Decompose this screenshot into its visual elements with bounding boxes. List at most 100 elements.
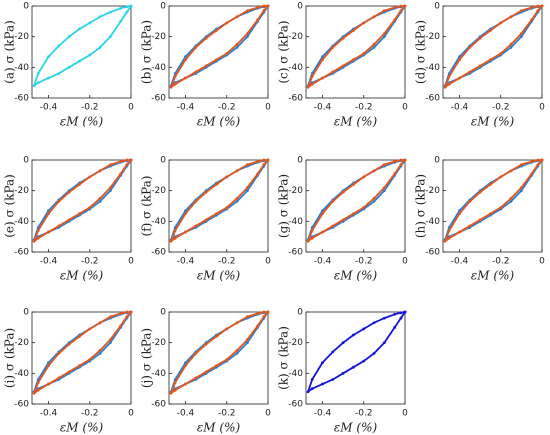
data-point bbox=[519, 9, 523, 13]
y-tick-label: -20 bbox=[151, 32, 166, 42]
data-point bbox=[119, 6, 123, 10]
data-point bbox=[235, 15, 239, 19]
data-point bbox=[173, 82, 177, 86]
data-point bbox=[108, 163, 112, 167]
data-point bbox=[194, 352, 198, 355]
x-axis-label: εM (%) bbox=[471, 115, 515, 129]
x-tick-label: 0 bbox=[402, 409, 408, 419]
data-point bbox=[173, 388, 177, 392]
y-axis-label: (h) σ (kPa) bbox=[414, 174, 428, 238]
data-point bbox=[306, 390, 310, 394]
data-point bbox=[262, 163, 266, 167]
data-point bbox=[321, 212, 324, 216]
data-point bbox=[458, 76, 461, 80]
data-point bbox=[530, 160, 534, 163]
x-tick-label: 0 bbox=[128, 409, 134, 419]
data-point bbox=[108, 10, 112, 14]
data-point bbox=[245, 9, 249, 13]
data-point bbox=[458, 212, 461, 216]
data-point bbox=[393, 160, 397, 163]
y-tick-label: 0 bbox=[297, 2, 303, 12]
x-tick-label: 0 bbox=[539, 103, 545, 113]
data-point bbox=[204, 190, 208, 194]
x-tick-label: -0.4 bbox=[177, 409, 195, 419]
x-tick-label: -0.2 bbox=[355, 409, 373, 419]
data-point bbox=[536, 9, 540, 13]
y-tick-label: -40 bbox=[425, 63, 440, 73]
x-tick-label: 0 bbox=[265, 103, 271, 113]
data-point bbox=[98, 15, 102, 19]
data-point bbox=[235, 169, 239, 173]
data-point bbox=[108, 186, 112, 190]
data-point bbox=[119, 324, 123, 328]
data-point bbox=[57, 72, 61, 75]
panel: -60 -40 -20 0 -0.4 -0.2 0 εM (%) (g) σ (kPa) bbox=[277, 156, 409, 283]
data-point bbox=[235, 348, 239, 352]
data-point bbox=[245, 315, 249, 318]
data-point bbox=[235, 42, 239, 46]
data-point bbox=[47, 230, 50, 234]
data-point bbox=[372, 169, 376, 173]
data-point bbox=[173, 236, 177, 240]
y-axis-label: (c) σ (kPa) bbox=[277, 20, 291, 83]
data-point bbox=[225, 358, 229, 361]
data-point bbox=[509, 46, 513, 49]
data-point bbox=[393, 325, 397, 329]
data-point bbox=[245, 163, 249, 167]
data-point bbox=[310, 387, 314, 391]
data-point bbox=[225, 175, 229, 179]
y-tick-label: -40 bbox=[14, 369, 29, 379]
data-point bbox=[215, 364, 218, 368]
panel: -60 -40 -20 0 -0.4 -0.2 0 εM (%) (d) σ (kPa) bbox=[414, 2, 546, 129]
x-axis-label: εM (%) bbox=[334, 115, 378, 129]
data-point bbox=[458, 230, 461, 234]
y-tick-label: -40 bbox=[288, 63, 303, 73]
data-point bbox=[321, 58, 324, 62]
data-point bbox=[489, 183, 492, 186]
data-point bbox=[536, 4, 540, 8]
data-point bbox=[194, 200, 198, 203]
data-point bbox=[362, 206, 366, 209]
data-point bbox=[32, 239, 36, 243]
data-point bbox=[341, 341, 345, 345]
data-point bbox=[468, 200, 472, 203]
data-point bbox=[399, 4, 403, 8]
plot-area bbox=[31, 311, 132, 405]
x-tick-label: -0.4 bbox=[451, 257, 469, 267]
data-point bbox=[341, 218, 345, 222]
data-point bbox=[331, 46, 335, 49]
data-point bbox=[125, 315, 129, 318]
y-tick-label: -40 bbox=[14, 217, 29, 227]
data-point bbox=[108, 189, 112, 193]
x-tick-label: -0.4 bbox=[314, 103, 332, 113]
data-point bbox=[36, 381, 40, 384]
data-point bbox=[125, 10, 129, 14]
data-point bbox=[204, 370, 208, 374]
data-point bbox=[36, 229, 40, 232]
y-tick-label: -60 bbox=[151, 248, 166, 258]
data-point bbox=[204, 64, 208, 68]
plot-area bbox=[305, 311, 406, 405]
x-tick-label: 0 bbox=[402, 257, 408, 267]
x-tick-label: -0.4 bbox=[177, 257, 195, 267]
panel: -60 -40 -20 0 -0.4 -0.2 0 εM (%) (f) σ (kPa) bbox=[140, 156, 272, 283]
data-point bbox=[443, 239, 447, 243]
data-point bbox=[184, 58, 187, 62]
panel: -60 -40 -20 0 -0.4 -0.2 0 εM (%) (c) σ (kPa) bbox=[277, 2, 409, 129]
data-point bbox=[194, 224, 198, 228]
data-point bbox=[57, 376, 61, 380]
data-point bbox=[536, 163, 540, 167]
x-axis-label: εM (%) bbox=[197, 115, 241, 129]
y-tick-label: -20 bbox=[151, 186, 166, 196]
data-point bbox=[235, 352, 239, 355]
data-point bbox=[306, 85, 310, 89]
data-point bbox=[362, 327, 366, 331]
data-point bbox=[225, 327, 229, 331]
data-point bbox=[266, 310, 270, 314]
data-point bbox=[393, 18, 397, 22]
data-point bbox=[393, 312, 397, 316]
data-point bbox=[468, 224, 472, 228]
data-point bbox=[341, 36, 345, 40]
x-tick-label: -0.2 bbox=[218, 103, 236, 113]
data-point bbox=[331, 200, 335, 203]
